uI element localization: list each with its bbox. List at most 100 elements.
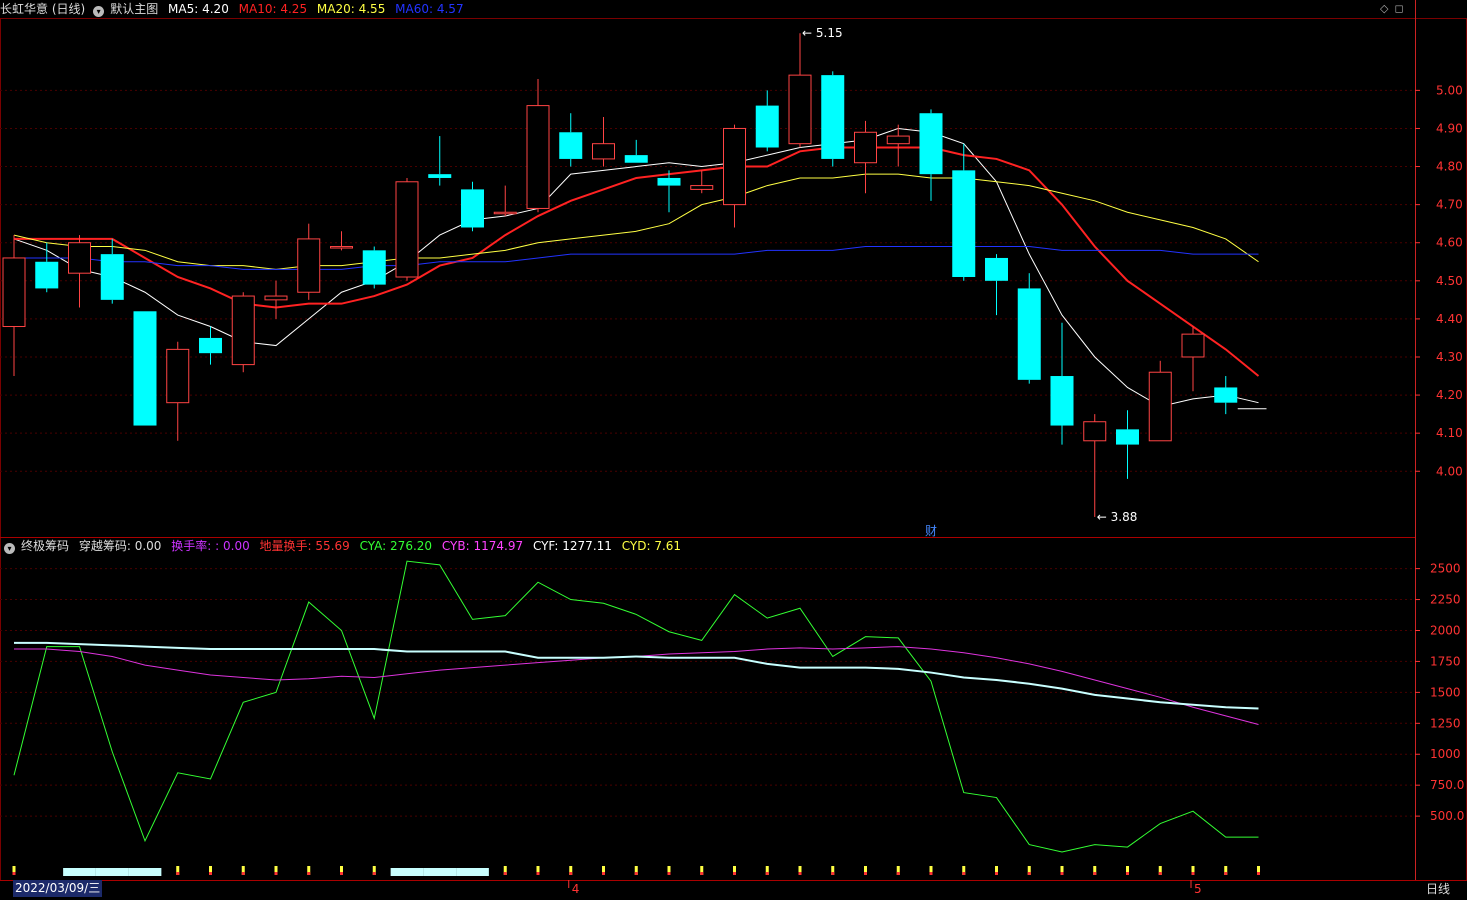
cyd-marker-tip (340, 872, 343, 875)
chevron-down-icon[interactable]: ▾ (4, 543, 15, 554)
cyd-marker-tip (602, 872, 605, 875)
cyd-marker (176, 866, 180, 875)
period-button[interactable]: 日线 (1426, 882, 1451, 896)
cyd-marker (274, 866, 278, 875)
cyd-marker-tip (765, 872, 769, 875)
candle-body (68, 242, 91, 274)
cyd-bar (95, 868, 129, 876)
template-name[interactable]: 默认主图 (110, 2, 159, 16)
cyd-marker-tip (929, 872, 933, 875)
candle-body (1181, 333, 1205, 358)
candle-body (264, 295, 288, 301)
candle-body (657, 177, 681, 186)
price-tick-label: 4.50 (1436, 274, 1463, 288)
candle-body (461, 189, 484, 228)
candle-body (854, 131, 877, 164)
chevron-down-icon[interactable]: ▾ (93, 6, 105, 17)
indicator-header: ▾ 终极筹码 穿越筹码: 0.00 换手率: : 0.00 地量换手: 55.69… (0, 537, 687, 555)
extreme-price-label: ← 5.15 (802, 26, 843, 40)
candle (1214, 376, 1238, 415)
ma5-readout: MA5: 4.20 (168, 2, 229, 16)
cyd-marker (602, 866, 605, 875)
price-tick-label: 4.60 (1436, 236, 1463, 250)
cyd-marker-tip (700, 872, 704, 875)
cyd-marker-tip (12, 872, 16, 875)
cyd-marker-tip (1060, 872, 1064, 875)
candle (592, 117, 615, 167)
cyd-marker-tip (667, 872, 671, 875)
current-date-label: 2022/03/09/三 (13, 880, 103, 897)
cyd-marker-tip (864, 872, 867, 875)
cyd-marker-tip (1158, 872, 1162, 875)
candle (199, 326, 222, 365)
diamond-icon[interactable]: ◇ (1380, 2, 1389, 15)
candle (68, 235, 91, 308)
indicator-tick-label: 500.0 (1430, 809, 1464, 823)
indicator-tick-label: 750.0 (1430, 778, 1464, 792)
financial-report-marker: 财 (925, 524, 937, 538)
cyd-marker (241, 866, 245, 875)
candle-body (624, 155, 648, 163)
candle-body (133, 311, 157, 426)
stock-title[interactable]: 长虹华意 (日线) (0, 2, 86, 16)
cyd-marker (798, 866, 802, 875)
cyd-marker (700, 866, 704, 875)
cyd-marker (1158, 866, 1162, 875)
huanshou-readout: 换手率: : 0.00 (171, 539, 250, 553)
candle (264, 280, 288, 319)
candle-body (297, 238, 321, 293)
cyd-marker (340, 866, 343, 875)
cyd-marker (929, 866, 933, 875)
cyb-readout: CYB: 1174.97 (441, 539, 524, 553)
candle-body (952, 170, 976, 277)
candle-body (100, 254, 124, 300)
cyd-marker-tip (831, 872, 835, 875)
cyd-marker (12, 866, 16, 875)
cyd-marker-tip (1093, 872, 1097, 875)
candle-body (788, 74, 812, 145)
time-tick-label: 5 (1194, 882, 1202, 896)
ma60-line (14, 246, 1259, 270)
cyd-marker (1257, 866, 1260, 875)
candle-body (592, 143, 615, 160)
candle-body (330, 246, 353, 249)
ma60-readout: MA60: 4.57 (395, 2, 464, 16)
cyd-marker-tip (209, 872, 212, 875)
candle (526, 78, 550, 213)
cyd-marker (634, 866, 638, 875)
candle (1050, 322, 1074, 445)
candle (166, 341, 190, 441)
candle (1148, 360, 1172, 442)
candle-body (1017, 288, 1041, 380)
cyd-bar (390, 868, 424, 876)
cyd-marker-tip (896, 872, 900, 875)
candle-body (919, 113, 943, 175)
chuanyue-readout: 穿越筹码: 0.00 (78, 539, 162, 553)
candle-body (690, 185, 714, 190)
indicator-tick-label: 1500 (1430, 685, 1461, 699)
candle (1116, 410, 1139, 479)
cyd-marker-tip (995, 872, 998, 875)
candle-body (1083, 421, 1107, 442)
cyd-marker (1224, 866, 1228, 875)
candle-body (821, 75, 845, 159)
candle-body (723, 127, 746, 206)
indicator-name[interactable]: 终极筹码 (21, 539, 70, 553)
cyd-marker (864, 866, 867, 875)
candle (559, 113, 583, 167)
ma10-readout: MA10: 4.25 (238, 2, 308, 16)
candle (297, 223, 321, 300)
cyd-marker (896, 866, 900, 875)
candle (395, 177, 419, 281)
candle (821, 71, 845, 167)
candle (428, 136, 452, 186)
candle-body (559, 132, 583, 159)
cyd-marker (765, 866, 769, 875)
cyd-readout: CYD: 7.61 (621, 539, 682, 553)
indicator-tick-label: 1750 (1430, 654, 1461, 668)
cyd-marker (569, 866, 573, 875)
candle (624, 139, 648, 163)
candle-body (526, 105, 550, 209)
collapse-icon[interactable]: ◻ (1394, 2, 1404, 15)
